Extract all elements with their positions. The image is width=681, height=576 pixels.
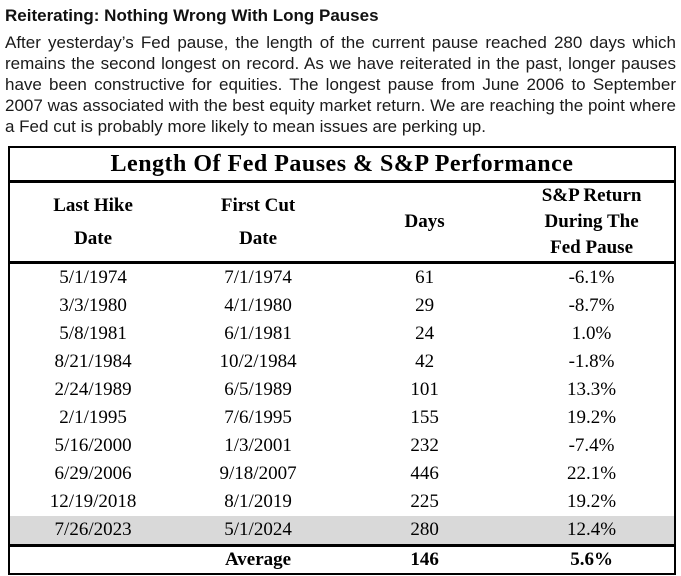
first-cut-date-cell: 6/1/1981 [224, 323, 292, 344]
column-header-line: Date [239, 228, 278, 249]
last-hike-date-cell: 7/26/2023 [9, 516, 177, 546]
last-hike-date-cell: 3/3/1980 [59, 295, 127, 316]
first-cut-date-cell: 7/1/1974 [224, 267, 292, 288]
column-header-days: Days [339, 181, 510, 264]
column-header-line: Last Hike [53, 195, 133, 216]
article-heading: Reiterating: Nothing Wrong With Long Pau… [5, 6, 379, 25]
average-label-cell: Average [176, 544, 340, 574]
column-header-last-hike-date: Last Hike Date [9, 181, 177, 264]
column-header-line: Date [74, 228, 113, 249]
first-cut-date-cell: 9/18/2007 [219, 463, 297, 484]
sp-return-cell: -1.8% [568, 351, 615, 372]
column-header-line: S&P Return [541, 185, 642, 206]
table-title-row: Length Of Fed Pauses & S&P Performance [9, 147, 675, 183]
table-title: Length Of Fed Pauses & S&P Performance [9, 147, 675, 183]
first-cut-date-cell: 10/2/1984 [219, 351, 297, 372]
fed-pause-table: Length Of Fed Pauses & S&P Performance L… [8, 146, 676, 575]
table-header-row: Last Hike Date First Cut Date Days S&P R… [9, 181, 675, 264]
days-cell: 232 [410, 435, 439, 456]
table-row: 5/8/1981 6/1/1981 24 1.0% [9, 320, 675, 348]
days-cell: 61 [415, 267, 435, 288]
table-row: 5/16/2000 1/3/2001 232 -7.4% [9, 432, 675, 460]
sp-return-cell: 1.0% [571, 323, 612, 344]
sp-return-cell: -7.4% [568, 435, 615, 456]
column-header-sp-return: S&P Return During The Fed Pause [509, 181, 675, 264]
sp-return-cell: 13.3% [567, 379, 617, 400]
average-sp-return-cell: 5.6% [509, 544, 675, 574]
table-row-current-pause: 7/26/2023 5/1/2024 280 12.4% [9, 516, 675, 546]
last-hike-date-cell: 5/8/1981 [59, 323, 127, 344]
first-cut-date-cell: 7/6/1995 [224, 407, 292, 428]
first-cut-date-cell: 4/1/1980 [224, 295, 292, 316]
days-cell: 225 [410, 491, 439, 512]
last-hike-date-cell: 5/16/2000 [54, 435, 132, 456]
days-cell: 280 [339, 516, 510, 546]
table-average-row: Average 146 5.6% [9, 544, 675, 574]
column-header-line: During The [544, 211, 639, 232]
sp-return-cell: -6.1% [568, 267, 615, 288]
table-row: 12/19/2018 8/1/2019 225 19.2% [9, 488, 675, 516]
average-empty-cell [9, 544, 177, 574]
days-cell: 24 [415, 323, 435, 344]
first-cut-date-cell: 5/1/2024 [176, 516, 340, 546]
last-hike-date-cell: 2/1/1995 [59, 407, 127, 428]
sp-return-cell: 19.2% [567, 491, 617, 512]
last-hike-date-cell: 6/29/2006 [54, 463, 132, 484]
sp-return-cell: -8.7% [568, 295, 615, 316]
days-cell: 155 [410, 407, 439, 428]
column-header-line: First Cut [220, 195, 296, 216]
article-body: After yesterday’s Fed pause, the length … [5, 33, 676, 136]
column-header-first-cut-date: First Cut Date [176, 181, 340, 264]
last-hike-date-cell: 5/1/1974 [59, 267, 127, 288]
sp-return-cell: 22.1% [567, 463, 617, 484]
sp-return-cell: 12.4% [509, 516, 675, 546]
column-header-line: Fed Pause [550, 237, 633, 258]
table-row: 2/24/1989 6/5/1989 101 13.3% [9, 376, 675, 404]
column-header-line: Days [404, 211, 445, 232]
article-section: Reiterating: Nothing Wrong With Long Pau… [0, 0, 681, 137]
last-hike-date-cell: 12/19/2018 [49, 491, 137, 512]
days-cell: 101 [410, 379, 439, 400]
table-row: 8/21/1984 10/2/1984 42 -1.8% [9, 348, 675, 376]
days-cell: 29 [415, 295, 435, 316]
first-cut-date-cell: 8/1/2019 [224, 491, 292, 512]
average-days-cell: 146 [339, 544, 510, 574]
sp-return-cell: 19.2% [567, 407, 617, 428]
last-hike-date-cell: 2/24/1989 [54, 379, 132, 400]
table-row: 3/3/1980 4/1/1980 29 -8.7% [9, 292, 675, 320]
first-cut-date-cell: 1/3/2001 [224, 435, 292, 456]
table-row: 2/1/1995 7/6/1995 155 19.2% [9, 404, 675, 432]
table-row: 5/1/1974 7/1/1974 61 -6.1% [9, 263, 675, 293]
table-row: 6/29/2006 9/18/2007 446 22.1% [9, 460, 675, 488]
days-cell: 446 [410, 463, 439, 484]
first-cut-date-cell: 6/5/1989 [224, 379, 292, 400]
last-hike-date-cell: 8/21/1984 [54, 351, 132, 372]
days-cell: 42 [415, 351, 435, 372]
